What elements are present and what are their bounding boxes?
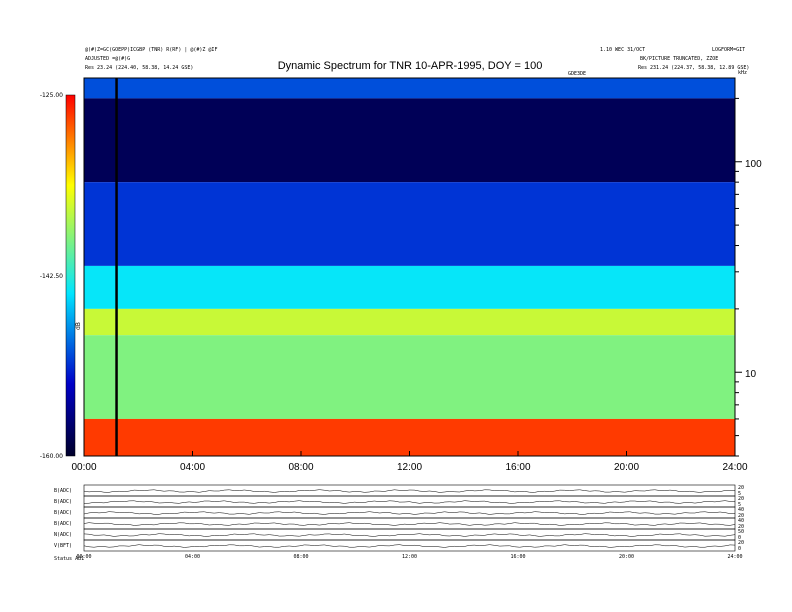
y-tick-label: 10 — [745, 369, 757, 380]
parameter-tick-top: 20 — [738, 496, 744, 502]
parameter-panel — [83, 539, 736, 552]
spectrogram — [84, 78, 735, 456]
parameter-tick-bottom: 20 — [738, 513, 744, 519]
spectrum-band-6 — [84, 418, 735, 456]
header-right-line3: Res 231.24 (224.37, 58.38, 12.89 GSE) — [638, 65, 749, 71]
parameter-trace — [83, 544, 736, 548]
header-left-line2: ADJUSTED =@(#)G — [85, 56, 130, 62]
parameter-tick-top: 20 — [738, 485, 744, 491]
parameter-panel — [83, 517, 736, 530]
x-tick-label: 04:00 — [180, 462, 205, 473]
parameter-tick-top: 40 — [738, 518, 744, 524]
parameter-tick-bottom: 5 — [738, 491, 741, 497]
parameter-tick-top: 20 — [738, 540, 744, 546]
footer-status: Status AB1 — [54, 556, 84, 562]
parameter-label: V(BFT) — [54, 543, 72, 549]
y-tick-label: 100 — [745, 159, 762, 170]
parameter-tick-bottom: 20 — [738, 524, 744, 530]
header-center-small: GDE3DE — [568, 71, 586, 77]
panel-x-tick-label: 12:00 — [402, 554, 417, 560]
x-tick-label: 20:00 — [614, 462, 639, 473]
panel-x-tick-label: 08:00 — [293, 554, 308, 560]
spectrum-band-1 — [84, 98, 735, 183]
x-axis: 00:00 04:00 08:00 12:00 16:00 20:00 24:00 — [71, 451, 748, 473]
panel-x-tick-label: 04:00 — [185, 554, 200, 560]
khz-label: kHz — [738, 70, 747, 76]
parameter-tick-bottom: 0 — [738, 546, 741, 552]
parameter-trace — [83, 511, 736, 515]
header-left-line3: Res 23.24 (224.40, 58.38, 14.24 GSE) — [85, 65, 193, 71]
colorbar-tick-mid: -142.50 — [40, 273, 63, 280]
parameter-trace — [83, 522, 736, 526]
spectrum-band-5 — [84, 335, 735, 419]
parameter-panel — [83, 484, 736, 497]
colorbar-tick-bottom: -160.00 — [40, 453, 63, 460]
x-tick-label: 08:00 — [288, 462, 313, 473]
panel-x-tick-label: 16:00 — [510, 554, 525, 560]
parameter-trace — [83, 489, 736, 493]
parameter-tick-bottom: 0 — [738, 535, 741, 541]
header-left-line1: @(#)Z=GC(GOEPP)ICGBP (TNR) R(RF) | @(#)Z… — [85, 47, 217, 53]
panel-x-tick-label: 00:00 — [76, 554, 91, 560]
parameter-trace — [83, 533, 736, 537]
header-right-line2: BK/PICTURE TRUNCATED, ZZOE — [640, 56, 718, 62]
x-tick-label: 12:00 — [397, 462, 422, 473]
y-axis-right: 100 10 — [735, 97, 762, 457]
panel-x-tick-label: 24:00 — [727, 554, 742, 560]
x-tick-label: 24:00 — [722, 462, 747, 473]
parameter-trace — [83, 500, 736, 504]
chart-title: Dynamic Spectrum for TNR 10-APR-1995, DO… — [278, 60, 543, 72]
colorbar-unit-label: dB — [75, 322, 82, 330]
spectrum-band-4 — [84, 308, 735, 336]
spectrum-band-2 — [84, 182, 735, 266]
parameter-tick-top: 50 — [738, 529, 744, 535]
parameter-label: B(ADC) — [54, 488, 72, 494]
header-right-line1: 1.10 WEC 31/OCT — [600, 47, 645, 53]
parameter-tick-bottom: 5 — [738, 502, 741, 508]
spectrum-band-3 — [84, 265, 735, 309]
x-tick-label: 16:00 — [505, 462, 530, 473]
spectrum-band-0 — [84, 78, 735, 99]
parameter-tick-top: 40 — [738, 507, 744, 513]
parameter-label: B(ADC) — [54, 521, 72, 527]
parameter-label: B(ADC) — [54, 499, 72, 505]
colorbar-tick-top: -125.00 — [40, 92, 63, 99]
parameter-label: N(ADC) — [54, 532, 72, 538]
parameter-label: B(ADC) — [54, 510, 72, 516]
panel-x-tick-label: 20:00 — [619, 554, 634, 560]
colorbar — [65, 94, 76, 457]
x-tick-label: 00:00 — [71, 462, 96, 473]
header-right-line1b: LOGFORM=GIT — [712, 47, 745, 53]
